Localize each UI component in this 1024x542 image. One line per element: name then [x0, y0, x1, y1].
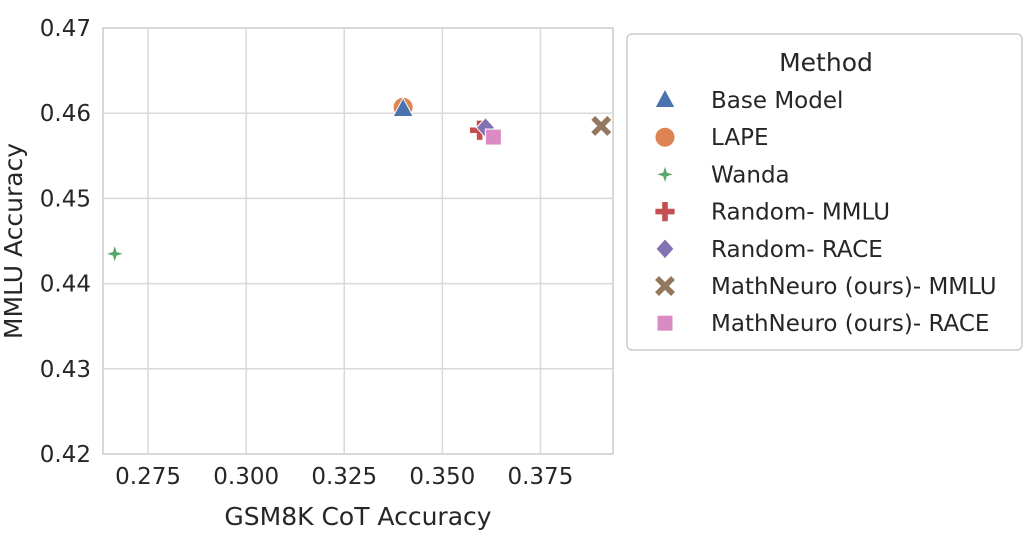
legend-label: Random- RACE	[711, 237, 883, 263]
data-point	[591, 116, 612, 136]
legend-marker	[654, 164, 676, 185]
y-tick-label: 0.47	[40, 16, 91, 42]
grid-lines	[103, 28, 613, 454]
x-axis-label: GSM8K CoT Accuracy	[224, 502, 491, 531]
data-point	[392, 96, 414, 117]
y-tick-label: 0.45	[40, 186, 91, 212]
legend-item: Wanda	[654, 162, 790, 188]
legend-item: Random- MMLU	[654, 200, 890, 226]
legend-label: Base Model	[711, 88, 843, 114]
legend-marker	[655, 276, 675, 296]
x-tick-label: 0.275	[115, 464, 181, 490]
data-points	[104, 96, 612, 265]
legend-title: Method	[779, 48, 873, 77]
x-tick-label: 0.325	[311, 464, 377, 490]
legend-label: Random- MMLU	[711, 200, 890, 226]
legend-label: Wanda	[711, 162, 790, 188]
legend-label: LAPE	[711, 125, 768, 151]
y-axis-label: MMLU Accuracy	[0, 143, 28, 339]
legend-label: MathNeuro (ours)- MMLU	[711, 274, 997, 300]
y-tick-label: 0.44	[40, 272, 91, 298]
legend-frame	[626, 33, 1023, 351]
x-tick-label: 0.350	[409, 464, 475, 490]
legend-marker	[654, 126, 676, 148]
plot-area: 0.275 0.300 0.325 0.350 0.375 0.420.430.440.…	[40, 16, 614, 490]
legend-item: MathNeuro (ours)- MMLU	[655, 274, 997, 300]
legend-marker	[654, 201, 676, 222]
legend: Method Base Model LAPE Wanda Random- MMLU Ra…	[626, 33, 1023, 351]
data-point	[104, 243, 126, 265]
legend-item: MathNeuro (ours)- RACE	[656, 311, 989, 337]
plot-background	[102, 27, 614, 455]
y-tick-labels: 0.42 0.43 0.44 0.45 0.46 0.47	[40, 16, 91, 468]
legend-label: MathNeuro (ours)- RACE	[711, 311, 989, 337]
data-point	[484, 128, 502, 146]
legend-marker	[654, 87, 676, 108]
legend-item: Base Model	[654, 87, 843, 114]
y-tick-label: 0.43	[40, 357, 91, 383]
legend-item: LAPE	[654, 125, 768, 151]
legend-marker	[656, 314, 674, 332]
x-tick-label: 0.300	[213, 464, 279, 490]
y-tick-label: 0.46	[40, 101, 91, 127]
x-tick-labels: 0.275 0.300 0.325 0.350 0.375	[115, 464, 573, 490]
legend-marker	[655, 238, 675, 260]
x-tick-label: 0.375	[507, 464, 573, 490]
y-tick-label: 0.42	[40, 442, 91, 468]
legend-items: Base Model LAPE Wanda Random- MMLU Random- R…	[654, 87, 997, 337]
legend-item: Random- RACE	[655, 237, 883, 263]
